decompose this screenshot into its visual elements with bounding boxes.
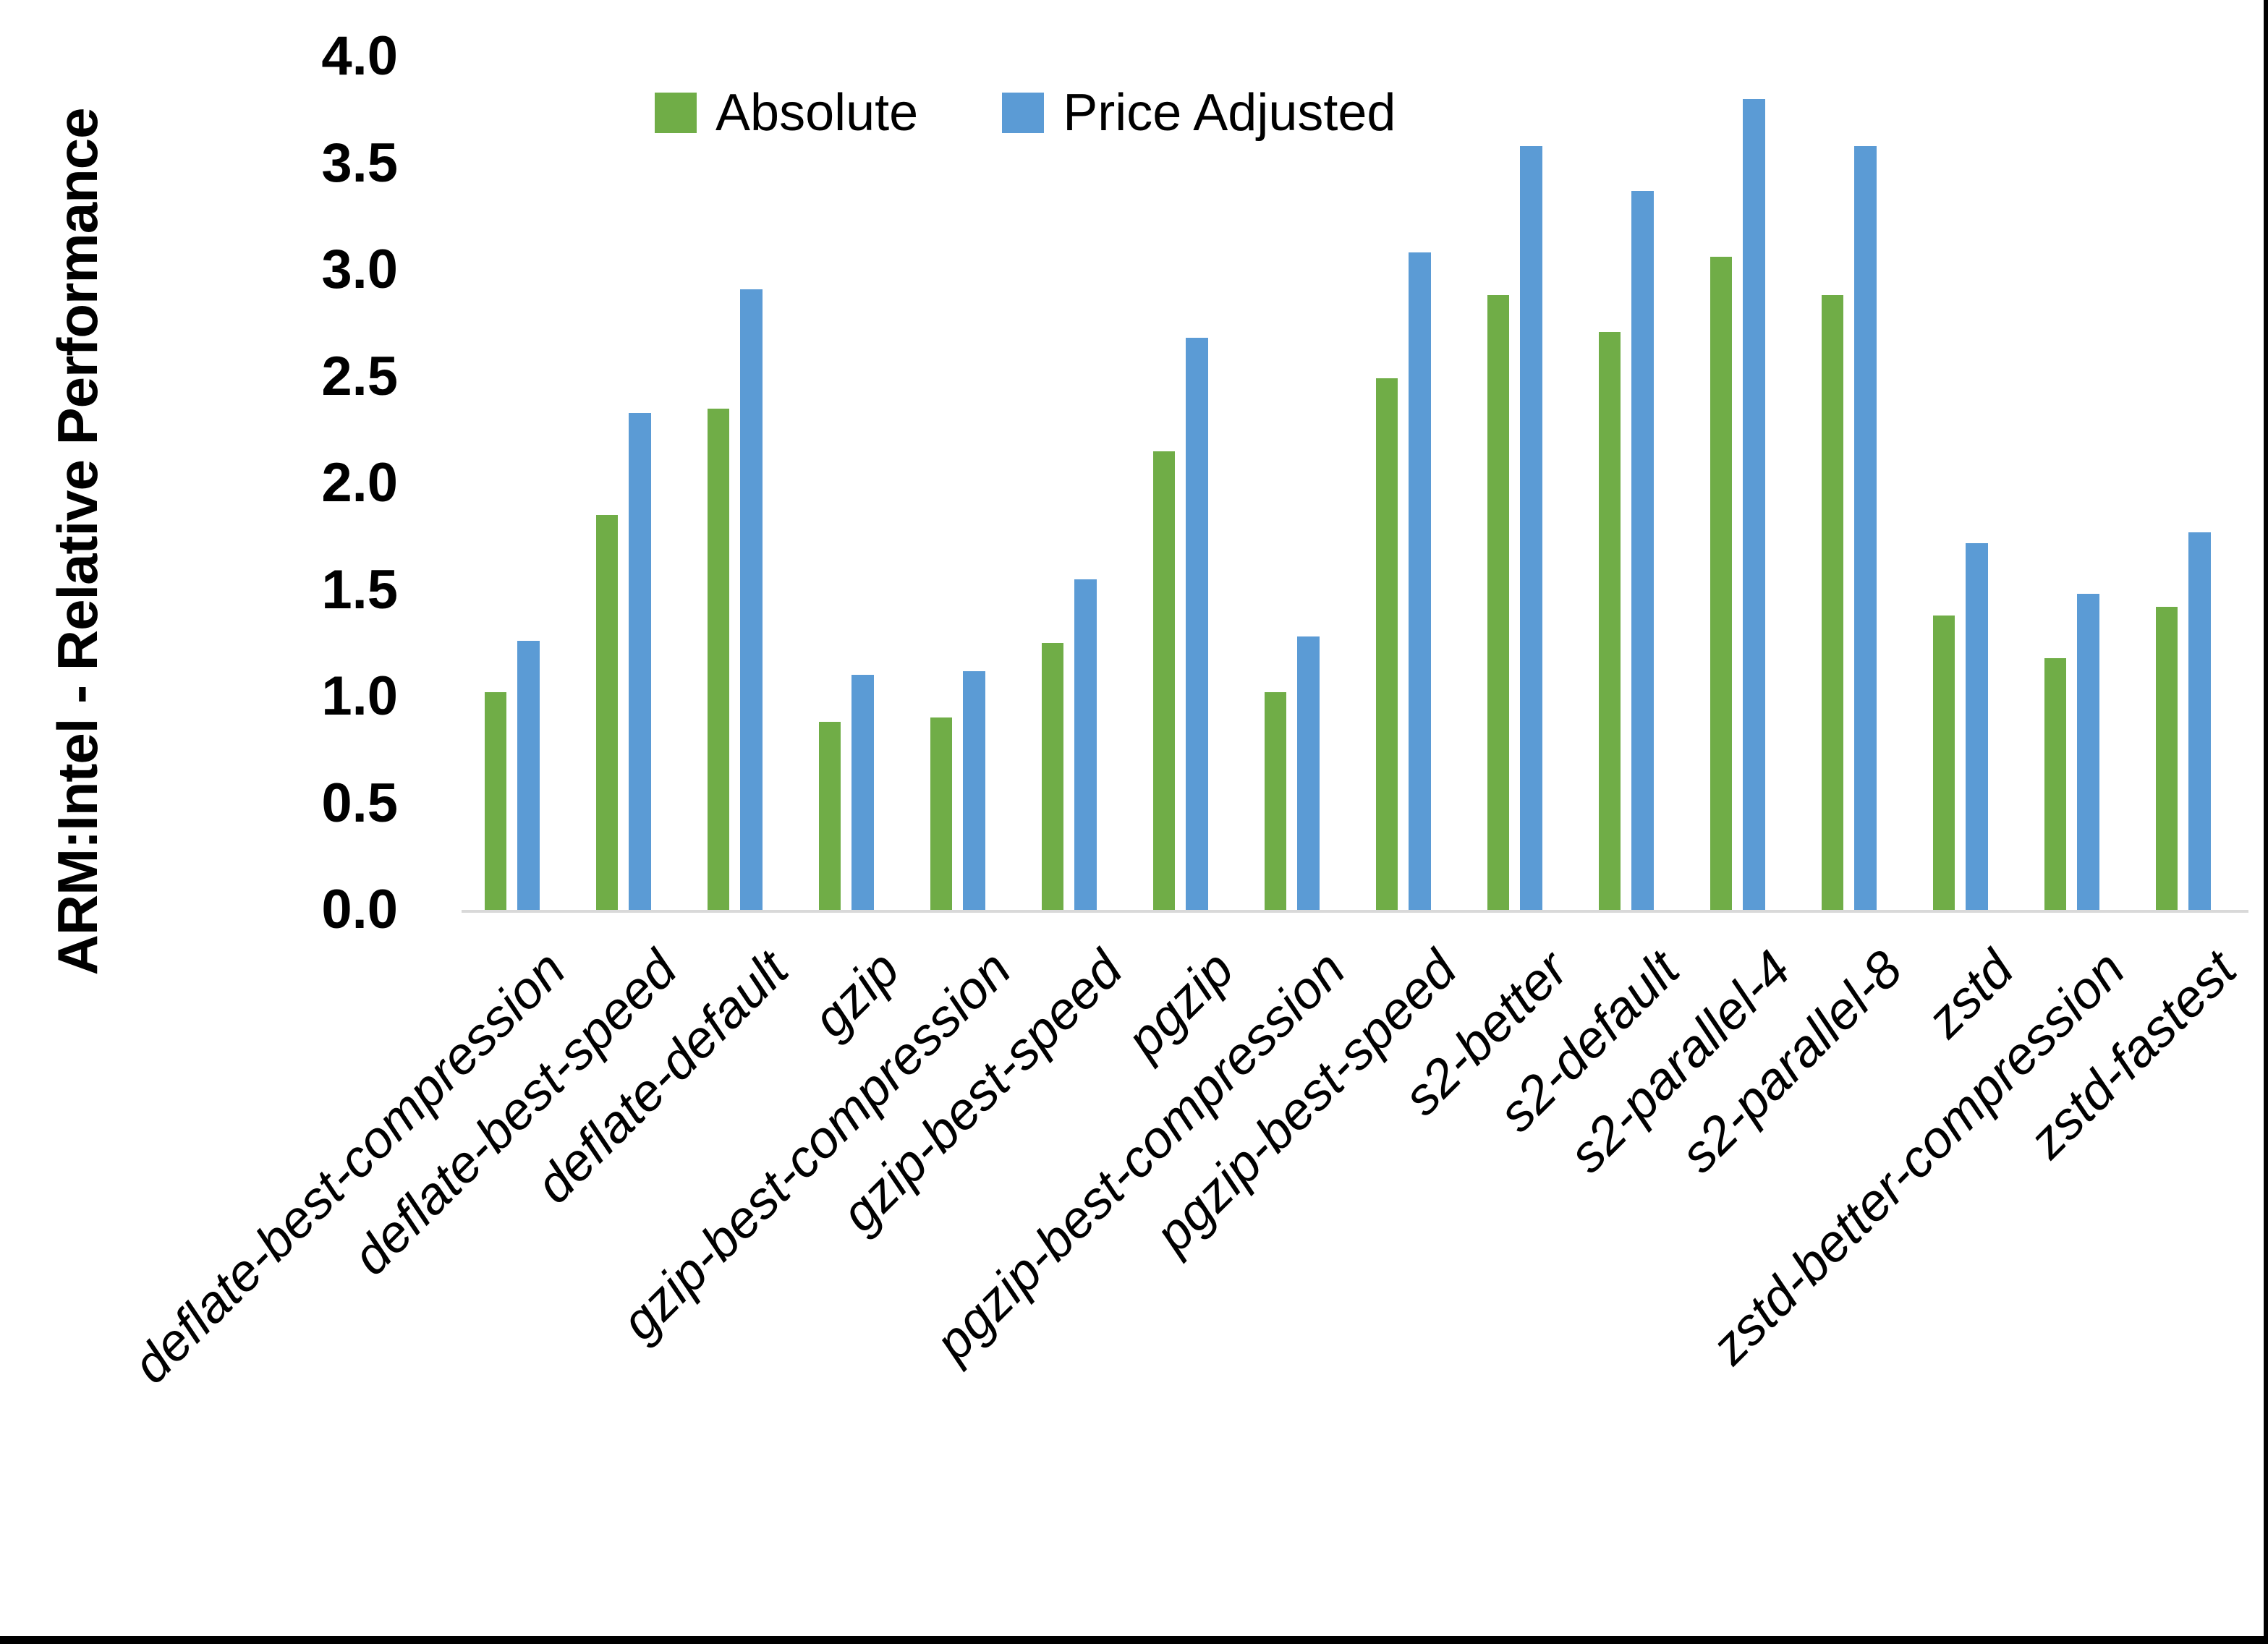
bar-price-adjusted-deflate-default bbox=[740, 289, 763, 910]
bar-absolute-s2-parallel-4 bbox=[1710, 257, 1732, 910]
bar-absolute-deflate-best-compression bbox=[485, 692, 506, 910]
bar-price-adjusted-s2-better bbox=[1520, 146, 1542, 910]
bar-absolute-deflate-best-speed bbox=[596, 515, 618, 910]
legend: Absolute Price Adjusted bbox=[655, 69, 1396, 156]
bar-absolute-pgzip-best-speed bbox=[1376, 378, 1398, 910]
legend-swatch-absolute bbox=[655, 93, 697, 133]
bar-price-adjusted-deflate-best-compression bbox=[517, 641, 540, 910]
bar-absolute-gzip bbox=[819, 722, 841, 910]
y-tick-label-1.5: 1.5 bbox=[321, 558, 398, 621]
bar-price-adjusted-gzip-best-speed bbox=[1074, 579, 1097, 910]
bar-price-adjusted-zstd-better-compression bbox=[2077, 594, 2099, 910]
bar-price-adjusted-pgzip-best-compression bbox=[1297, 636, 1320, 910]
bar-absolute-zstd-fastest bbox=[2156, 607, 2178, 910]
legend-swatch-price-adjusted bbox=[1002, 93, 1045, 133]
bar-absolute-gzip-best-compression bbox=[930, 717, 952, 910]
bar-absolute-s2-better bbox=[1487, 295, 1509, 910]
y-tick-label-0.0: 0.0 bbox=[321, 879, 398, 940]
bar-absolute-zstd bbox=[1933, 616, 1955, 910]
bar-absolute-s2-default bbox=[1599, 332, 1621, 910]
bar-price-adjusted-pgzip bbox=[1186, 338, 1208, 910]
bottom-border bbox=[0, 1636, 2268, 1644]
bar-price-adjusted-gzip-best-compression bbox=[963, 671, 985, 910]
bar-price-adjusted-s2-default bbox=[1631, 191, 1654, 910]
bar-absolute-deflate-default bbox=[708, 409, 729, 910]
bar-absolute-pgzip-best-compression bbox=[1265, 692, 1286, 910]
bar-absolute-gzip-best-speed bbox=[1042, 643, 1063, 910]
bar-price-adjusted-deflate-best-speed bbox=[629, 413, 651, 910]
right-border bbox=[2264, 0, 2268, 1644]
y-tick-label-2.5: 2.5 bbox=[321, 345, 398, 407]
bar-price-adjusted-zstd-fastest bbox=[2188, 532, 2211, 910]
y-tick-label-2.0: 2.0 bbox=[321, 452, 398, 514]
x-axis-line bbox=[462, 910, 2248, 913]
legend-label-price-adjusted: Price Adjusted bbox=[1063, 84, 1396, 142]
bar-absolute-s2-parallel-8 bbox=[1822, 295, 1843, 910]
bar-price-adjusted-pgzip-best-speed bbox=[1409, 252, 1431, 910]
y-tick-label-1.0: 1.0 bbox=[321, 665, 398, 727]
y-tick-label-4.0: 4.0 bbox=[321, 25, 398, 87]
bar-price-adjusted-gzip bbox=[851, 675, 874, 910]
y-tick-label-3.5: 3.5 bbox=[321, 132, 398, 194]
bar-absolute-zstd-better-compression bbox=[2044, 658, 2066, 910]
bar-price-adjusted-s2-parallel-8 bbox=[1854, 146, 1877, 910]
bar-price-adjusted-s2-parallel-4 bbox=[1743, 99, 1765, 910]
y-tick-label-3.0: 3.0 bbox=[321, 239, 398, 300]
y-axis-title: ARM:Intel - Relative Performance bbox=[46, 108, 109, 976]
y-tick-label-0.5: 0.5 bbox=[321, 772, 398, 834]
bar-absolute-pgzip bbox=[1153, 451, 1175, 910]
x-category-label-deflate-best-compression: deflate-best-compression bbox=[122, 940, 577, 1395]
bar-price-adjusted-zstd bbox=[1966, 543, 1988, 910]
legend-label-absolute: Absolute bbox=[715, 84, 919, 142]
